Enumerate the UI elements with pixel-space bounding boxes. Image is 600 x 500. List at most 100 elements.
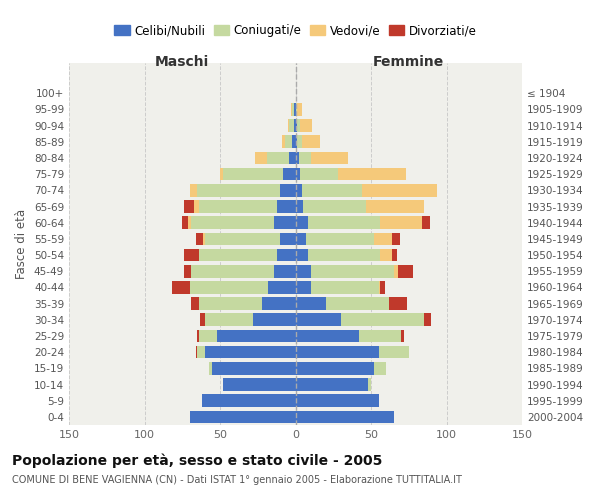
Text: Maschi: Maschi bbox=[155, 55, 209, 69]
Bar bbox=[326, 298, 389, 310]
Text: Popolazione per età, sesso e stato civile - 2005: Popolazione per età, sesso e stato civil… bbox=[12, 454, 382, 468]
Bar bbox=[288, 120, 289, 132]
Bar bbox=[274, 216, 296, 229]
Bar bbox=[212, 362, 296, 374]
Bar bbox=[223, 378, 296, 391]
Bar bbox=[302, 184, 362, 196]
Bar bbox=[280, 232, 296, 245]
Bar bbox=[398, 265, 413, 278]
Bar bbox=[303, 200, 367, 213]
Bar bbox=[296, 152, 299, 164]
Bar bbox=[277, 200, 296, 213]
Bar bbox=[274, 265, 296, 278]
Bar bbox=[294, 103, 296, 116]
Bar bbox=[255, 152, 267, 164]
Y-axis label: Fasce di età: Fasce di età bbox=[16, 208, 28, 279]
Bar bbox=[197, 346, 205, 358]
Bar bbox=[362, 184, 437, 196]
Bar bbox=[380, 216, 422, 229]
Bar bbox=[294, 120, 296, 132]
Bar bbox=[296, 298, 326, 310]
Bar bbox=[296, 314, 341, 326]
Bar bbox=[268, 281, 296, 294]
Bar bbox=[297, 120, 300, 132]
Bar bbox=[199, 249, 277, 262]
Bar bbox=[262, 298, 296, 310]
Bar bbox=[367, 200, 424, 213]
Bar bbox=[296, 330, 359, 342]
Bar bbox=[300, 168, 338, 180]
Bar bbox=[199, 200, 277, 213]
Bar bbox=[209, 362, 212, 374]
Bar bbox=[292, 136, 296, 148]
Bar bbox=[205, 346, 296, 358]
Bar bbox=[190, 410, 296, 423]
Bar bbox=[191, 216, 274, 229]
Bar bbox=[296, 200, 303, 213]
Bar bbox=[196, 232, 203, 245]
Bar bbox=[296, 249, 308, 262]
Bar bbox=[394, 265, 398, 278]
Bar bbox=[296, 232, 306, 245]
Bar bbox=[200, 314, 205, 326]
Bar bbox=[292, 103, 294, 116]
Bar bbox=[296, 346, 379, 358]
Bar bbox=[299, 152, 311, 164]
Bar bbox=[389, 298, 407, 310]
Bar bbox=[308, 249, 380, 262]
Bar bbox=[283, 168, 296, 180]
Bar bbox=[190, 281, 268, 294]
Bar bbox=[199, 298, 262, 310]
Bar bbox=[289, 120, 294, 132]
Bar bbox=[297, 103, 302, 116]
Bar bbox=[291, 103, 292, 116]
Bar bbox=[203, 232, 205, 245]
Bar bbox=[184, 200, 194, 213]
Bar bbox=[297, 136, 302, 148]
Bar bbox=[302, 136, 320, 148]
Bar bbox=[424, 314, 431, 326]
Bar bbox=[296, 378, 368, 391]
Bar bbox=[217, 330, 296, 342]
Bar bbox=[182, 216, 188, 229]
Bar bbox=[296, 120, 297, 132]
Bar bbox=[401, 330, 404, 342]
Bar bbox=[197, 184, 280, 196]
Bar bbox=[380, 249, 392, 262]
Bar bbox=[296, 394, 379, 407]
Bar bbox=[220, 168, 223, 180]
Bar bbox=[190, 184, 197, 196]
Bar bbox=[379, 281, 380, 294]
Bar bbox=[359, 330, 401, 342]
Bar bbox=[199, 330, 217, 342]
Bar bbox=[197, 330, 199, 342]
Bar bbox=[341, 314, 424, 326]
Bar bbox=[374, 232, 392, 245]
Bar bbox=[289, 152, 296, 164]
Bar bbox=[296, 216, 308, 229]
Bar bbox=[191, 265, 274, 278]
Bar bbox=[311, 152, 349, 164]
Bar bbox=[184, 265, 191, 278]
Bar bbox=[296, 281, 311, 294]
Bar bbox=[282, 136, 285, 148]
Text: Femmine: Femmine bbox=[373, 55, 445, 69]
Bar bbox=[296, 103, 297, 116]
Bar bbox=[306, 232, 374, 245]
Bar bbox=[280, 184, 296, 196]
Bar bbox=[368, 378, 371, 391]
Bar bbox=[205, 314, 253, 326]
Bar bbox=[184, 249, 199, 262]
Text: COMUNE DI BENE VAGIENNA (CN) - Dati ISTAT 1° gennaio 2005 - Elaborazione TUTTITA: COMUNE DI BENE VAGIENNA (CN) - Dati ISTA… bbox=[12, 475, 462, 485]
Bar bbox=[311, 265, 394, 278]
Bar bbox=[296, 265, 311, 278]
Bar bbox=[172, 281, 190, 294]
Bar bbox=[253, 314, 296, 326]
Bar bbox=[392, 232, 400, 245]
Bar bbox=[285, 136, 292, 148]
Bar bbox=[296, 184, 302, 196]
Bar bbox=[422, 216, 430, 229]
Bar bbox=[196, 346, 197, 358]
Bar bbox=[205, 232, 280, 245]
Bar bbox=[380, 281, 385, 294]
